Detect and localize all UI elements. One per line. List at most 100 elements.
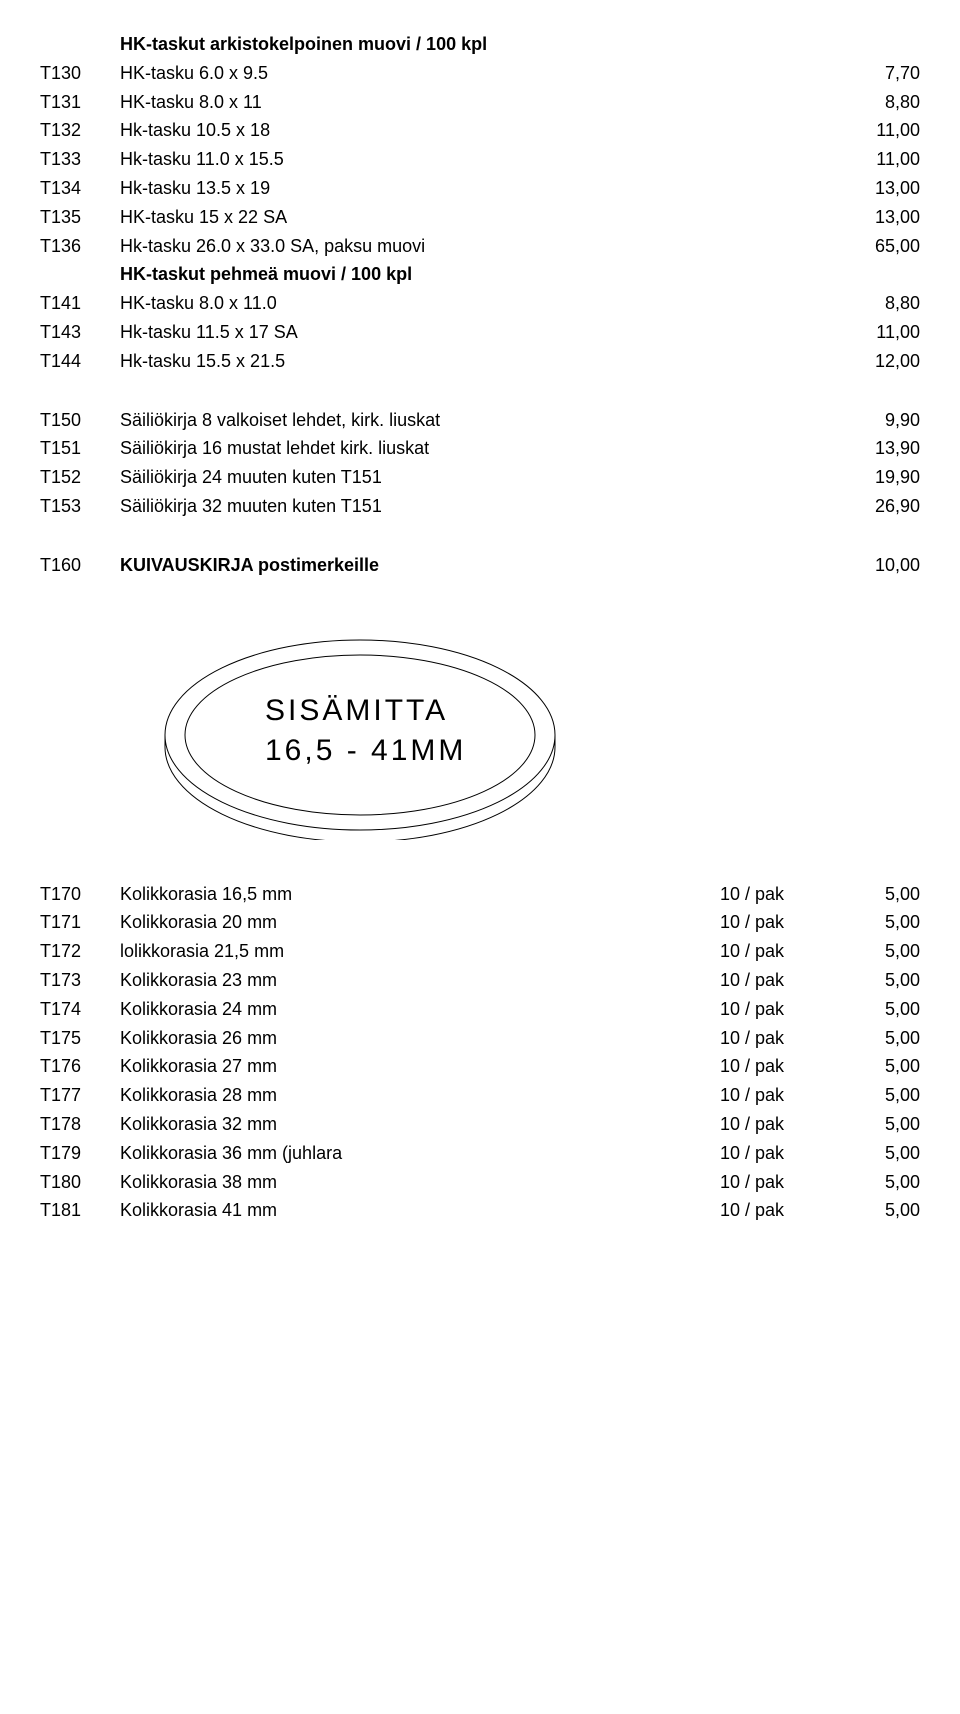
table-row: T153Säiliökirja 32 muuten kuten T15126,9…: [40, 492, 920, 521]
item-description: Kolikkorasia 23 mm: [120, 966, 720, 995]
item-price: 8,80: [840, 289, 920, 318]
item-price: 10,00: [840, 551, 920, 580]
table-row: T178Kolikkorasia 32 mm10 / pak5,00: [40, 1110, 920, 1139]
item-price: 5,00: [840, 966, 920, 995]
table-row: T172lolikkorasia 21,5 mm10 / pak5,00: [40, 937, 920, 966]
item-code: T135: [40, 203, 120, 232]
item-qty: 10 / pak: [720, 1196, 840, 1225]
item-description: Kolikkorasia 20 mm: [120, 908, 720, 937]
item-code: T177: [40, 1081, 120, 1110]
item-description: Säiliökirja 8 valkoiset lehdet, kirk. li…: [120, 406, 840, 435]
item-description: Säiliökirja 16 mustat lehdet kirk. liusk…: [120, 434, 840, 463]
item-qty: 10 / pak: [720, 937, 840, 966]
table-row: T150Säiliökirja 8 valkoiset lehdet, kirk…: [40, 406, 920, 435]
item-description: Kolikkorasia 32 mm: [120, 1110, 720, 1139]
item-description: Kolikkorasia 26 mm: [120, 1024, 720, 1053]
item-code: T160: [40, 551, 120, 580]
item-price: 12,00: [840, 347, 920, 376]
table-row: T143Hk-tasku 11.5 x 17 SA11,00: [40, 318, 920, 347]
item-code: T133: [40, 145, 120, 174]
item-code: T151: [40, 434, 120, 463]
item-code: T170: [40, 880, 120, 909]
item-qty: 10 / pak: [720, 880, 840, 909]
table-row: T179Kolikkorasia 36 mm (juhlara10 / pak5…: [40, 1139, 920, 1168]
table-row: T132Hk-tasku 10.5 x 1811,00: [40, 116, 920, 145]
table-row: T134Hk-tasku 13.5 x 1913,00: [40, 174, 920, 203]
item-price: 5,00: [840, 937, 920, 966]
item-code: T136: [40, 232, 120, 261]
item-code: T131: [40, 88, 120, 117]
table-row: T177Kolikkorasia 28 mm10 / pak5,00: [40, 1081, 920, 1110]
item-price: 11,00: [840, 145, 920, 174]
table-row: T151Säiliökirja 16 mustat lehdet kirk. l…: [40, 434, 920, 463]
item-code: T179: [40, 1139, 120, 1168]
table-row: T170Kolikkorasia 16,5 mm10 / pak5,00: [40, 880, 920, 909]
item-code: T130: [40, 59, 120, 88]
item-code: T175: [40, 1024, 120, 1053]
section-header-1: HK-taskut arkistokelpoinen muovi / 100 k…: [40, 30, 920, 59]
item-price: 5,00: [840, 1052, 920, 1081]
item-qty: 10 / pak: [720, 908, 840, 937]
section-header-2: HK-taskut pehmeä muovi / 100 kpl: [40, 260, 920, 289]
item-code: T176: [40, 1052, 120, 1081]
item-price: 11,00: [840, 318, 920, 347]
item-qty: 10 / pak: [720, 1168, 840, 1197]
item-code: T141: [40, 289, 120, 318]
table-row: T171Kolikkorasia 20 mm10 / pak5,00: [40, 908, 920, 937]
header-2-text: HK-taskut pehmeä muovi / 100 kpl: [120, 260, 920, 289]
item-code: T150: [40, 406, 120, 435]
item-code: T134: [40, 174, 120, 203]
table-row: T136Hk-tasku 26.0 x 33.0 SA, paksu muovi…: [40, 232, 920, 261]
item-code: T180: [40, 1168, 120, 1197]
item-price: 13,90: [840, 434, 920, 463]
item-price: 11,00: [840, 116, 920, 145]
item-price: 5,00: [840, 995, 920, 1024]
ellipse-line2: 16,5 - 41MM: [265, 734, 466, 767]
item-price: 13,00: [840, 203, 920, 232]
item-price: 26,90: [840, 492, 920, 521]
item-code: T143: [40, 318, 120, 347]
item-code: T152: [40, 463, 120, 492]
item-description: HK-tasku 15 x 22 SA: [120, 203, 840, 232]
item-price: 5,00: [840, 880, 920, 909]
item-description: Säiliökirja 24 muuten kuten T151: [120, 463, 840, 492]
item-price: 8,80: [840, 88, 920, 117]
item-description: lolikkorasia 21,5 mm: [120, 937, 720, 966]
item-price: 19,90: [840, 463, 920, 492]
item-description: HK-tasku 6.0 x 9.5: [120, 59, 840, 88]
item-code: T132: [40, 116, 120, 145]
table-row: T176Kolikkorasia 27 mm10 / pak5,00: [40, 1052, 920, 1081]
item-description: Hk-tasku 15.5 x 21.5: [120, 347, 840, 376]
item-code: T181: [40, 1196, 120, 1225]
item-price: 65,00: [840, 232, 920, 261]
table-row: T135HK-tasku 15 x 22 SA13,00: [40, 203, 920, 232]
item-description: Kolikkorasia 24 mm: [120, 995, 720, 1024]
item-description: Kolikkorasia 38 mm: [120, 1168, 720, 1197]
item-code: T171: [40, 908, 120, 937]
header-1-text: HK-taskut arkistokelpoinen muovi / 100 k…: [120, 30, 920, 59]
item-price: 5,00: [840, 1168, 920, 1197]
item-description: Säiliökirja 32 muuten kuten T151: [120, 492, 840, 521]
item-price: 5,00: [840, 1081, 920, 1110]
item-code: T174: [40, 995, 120, 1024]
item-description: Kolikkorasia 36 mm (juhlara: [120, 1139, 720, 1168]
item-description: Hk-tasku 10.5 x 18: [120, 116, 840, 145]
table-row: T152Säiliökirja 24 muuten kuten T15119,9…: [40, 463, 920, 492]
item-description: Hk-tasku 11.0 x 15.5: [120, 145, 840, 174]
item-description: HK-tasku 8.0 x 11.0: [120, 289, 840, 318]
ellipse-line1: SISÄMITTA: [265, 694, 448, 727]
item-price: 7,70: [840, 59, 920, 88]
item-price: 5,00: [840, 1196, 920, 1225]
item-qty: 10 / pak: [720, 1052, 840, 1081]
item-description: Hk-tasku 26.0 x 33.0 SA, paksu muovi: [120, 232, 840, 261]
table-row: T130HK-tasku 6.0 x 9.57,70: [40, 59, 920, 88]
table-row: T133Hk-tasku 11.0 x 15.511,00: [40, 145, 920, 174]
item-code: T172: [40, 937, 120, 966]
table-row: T180Kolikkorasia 38 mm10 / pak5,00: [40, 1168, 920, 1197]
item-price: 5,00: [840, 908, 920, 937]
item-qty: 10 / pak: [720, 1081, 840, 1110]
item-code: T144: [40, 347, 120, 376]
item-qty: 10 / pak: [720, 1110, 840, 1139]
item-description: HK-tasku 8.0 x 11: [120, 88, 840, 117]
table-row: T173Kolikkorasia 23 mm10 / pak5,00: [40, 966, 920, 995]
